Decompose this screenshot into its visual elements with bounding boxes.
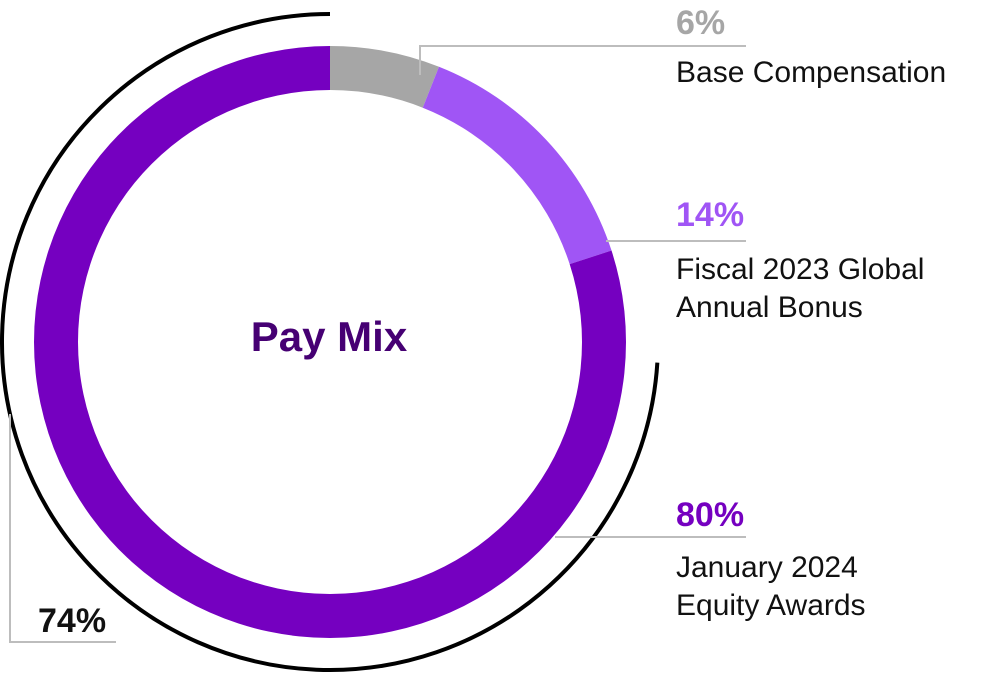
annual-bonus-label-line-2: Annual Bonus [676,291,863,324]
annual-bonus-percent: 14% [676,196,745,234]
chart-title: Pay Mix [250,313,408,360]
equity-awards-label-line-2: Equity Awards [676,589,866,622]
base-compensation-label: Base Compensation [676,56,947,89]
leader-line-base-compensation [419,45,746,75]
slice-base-compensation [330,46,439,108]
equity-awards-label-line-1: January 2024 [676,551,858,584]
leader-line-bracket [9,414,116,643]
bracket-percent: 74% [38,602,107,640]
slice-annual-bonus [422,66,612,265]
base-compensation-percent: 6% [676,4,726,42]
bracket-arc [0,12,660,672]
equity-awards-percent: 80% [676,496,745,534]
annual-bonus-label-line-1: Fiscal 2023 Global [676,253,925,286]
